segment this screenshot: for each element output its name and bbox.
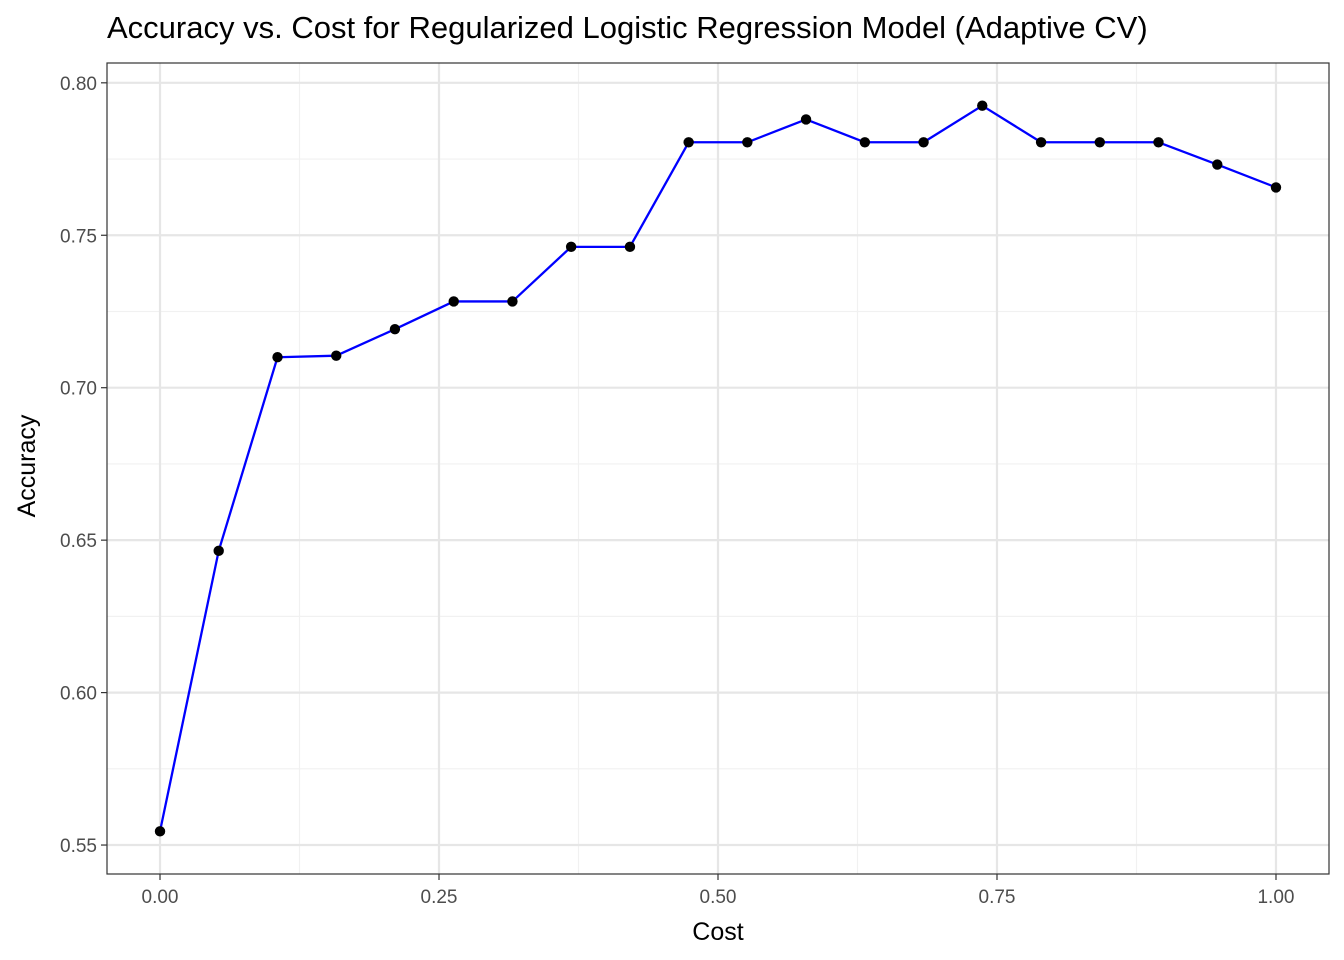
x-axis-label: Cost xyxy=(692,918,743,946)
series-layer xyxy=(154,100,1282,837)
data-point xyxy=(624,241,636,253)
x-tick-label: 0.25 xyxy=(421,887,458,908)
data-point xyxy=(1212,159,1223,170)
axes: 0.00 0.25 0.50 0.75 1.00 0.55 0.60 0.65 0.70 0.75… xyxy=(60,74,1294,908)
data-point xyxy=(507,296,518,307)
x-tick-label: 0.50 xyxy=(700,887,737,908)
grid xyxy=(107,63,1329,874)
data-point xyxy=(1094,137,1105,148)
y-tick-label: 0.75 xyxy=(60,226,97,247)
x-tick-label: 0.75 xyxy=(979,887,1016,908)
data-point xyxy=(800,114,812,125)
data-point xyxy=(154,826,166,837)
y-tick-label: 0.65 xyxy=(60,531,97,552)
data-point xyxy=(1270,182,1282,193)
data-point xyxy=(448,296,459,307)
data-point xyxy=(683,137,694,148)
data-point xyxy=(1035,137,1047,148)
data-point xyxy=(213,545,224,557)
data-point xyxy=(742,137,753,148)
data-point xyxy=(1153,137,1164,148)
y-tick-label: 0.80 xyxy=(60,74,97,95)
data-point xyxy=(331,350,342,361)
data-point xyxy=(272,352,283,363)
data-point xyxy=(859,137,871,148)
data-point xyxy=(565,241,577,253)
x-tick-label: 1.00 xyxy=(1257,887,1294,908)
y-tick-label: 0.60 xyxy=(60,684,97,705)
data-point xyxy=(389,323,401,335)
x-tick-label: 0.00 xyxy=(142,887,179,908)
y-tick-label: 0.55 xyxy=(60,836,97,857)
y-axis-label: Accuracy xyxy=(13,414,41,517)
data-point xyxy=(918,137,929,148)
series-line xyxy=(158,104,1277,832)
y-tick-label: 0.70 xyxy=(60,379,97,400)
chart-title: Accuracy vs. Cost for Regularized Logist… xyxy=(107,10,1148,45)
data-point xyxy=(977,100,988,111)
